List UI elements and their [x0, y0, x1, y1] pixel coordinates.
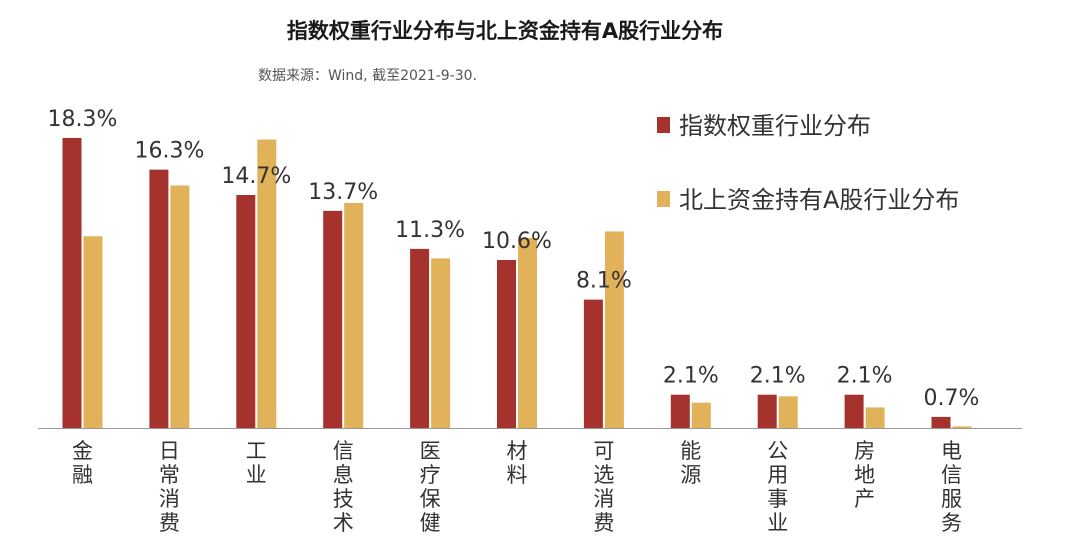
legend-swatch-northbound: [657, 191, 670, 207]
data-label-10: 0.7%: [924, 386, 980, 411]
legend-swatch-index: [657, 117, 670, 133]
category-label-9: 房地产: [854, 439, 875, 511]
category-label-10: 电信服务: [941, 439, 962, 535]
bars-group: [62, 137, 972, 428]
legend: 指数权重行业分布 北上资金持有A股行业分布: [657, 112, 959, 214]
category-label-5: 材料: [507, 439, 528, 487]
bar-northbound-3: [344, 202, 364, 428]
bar-index-9: [844, 394, 864, 428]
data-label-8: 2.1%: [750, 364, 806, 389]
bar-index-0: [62, 137, 82, 428]
bar-northbound-5: [518, 237, 537, 428]
category-label-1: 日常消费: [159, 439, 180, 535]
bar-index-2: [236, 195, 256, 428]
bar-index-3: [323, 210, 343, 428]
bar-index-6: [583, 299, 603, 428]
chart-title: 指数权重行业分布与北上资金持有A股行业分布: [287, 19, 723, 43]
bar-index-1: [149, 169, 169, 428]
category-label-6: 可选消费: [593, 439, 614, 535]
bar-index-4: [410, 248, 430, 428]
category-label-7: 能源: [680, 439, 701, 487]
bar-northbound-10: [952, 426, 972, 428]
data-label-6: 8.1%: [576, 269, 632, 294]
category-labels-group: 金融 日常消费 工业 信息技术 医疗保健 材料 可选消费 能源 公用事业 房地产 电信服务: [72, 439, 962, 535]
data-label-9: 2.1%: [837, 364, 893, 389]
bar-northbound-6: [604, 231, 624, 428]
chart-subtitle: 数据来源：Wind, 截至2021-9-30.: [258, 68, 477, 84]
category-label-8: 公用事业: [767, 439, 788, 535]
data-label-7: 2.1%: [663, 364, 719, 389]
category-label-3: 信息技术: [333, 439, 354, 535]
bar-index-5: [497, 259, 516, 428]
category-label-0: 金融: [72, 439, 93, 487]
bar-northbound-9: [865, 407, 885, 428]
data-label-5: 10.6%: [482, 229, 552, 254]
data-label-3: 13.7%: [308, 180, 378, 205]
bar-northbound-4: [431, 258, 451, 428]
bar-index-10: [931, 416, 951, 428]
data-label-1: 16.3%: [134, 139, 204, 164]
bar-northbound-2: [257, 139, 277, 428]
data-labels-group: 18.3% 16.3% 14.7% 13.7% 11.3% 10.6% 8.1% 2.1% 2.…: [48, 107, 980, 411]
legend-label-index: 指数权重行业分布: [679, 112, 871, 140]
bar-northbound-8: [778, 396, 798, 428]
category-label-2: 工业: [246, 439, 267, 487]
category-label-4: 医疗保健: [420, 439, 441, 535]
bar-northbound-0: [83, 236, 103, 428]
bar-index-8: [757, 394, 777, 428]
data-label-2: 14.7%: [221, 164, 291, 189]
legend-label-northbound: 北上资金持有A股行业分布: [679, 186, 959, 214]
data-label-4: 11.3%: [395, 218, 465, 243]
bar-northbound-1: [170, 185, 190, 428]
bar-index-7: [670, 394, 690, 428]
data-label-0: 18.3%: [48, 107, 118, 132]
bar-northbound-7: [691, 402, 711, 428]
